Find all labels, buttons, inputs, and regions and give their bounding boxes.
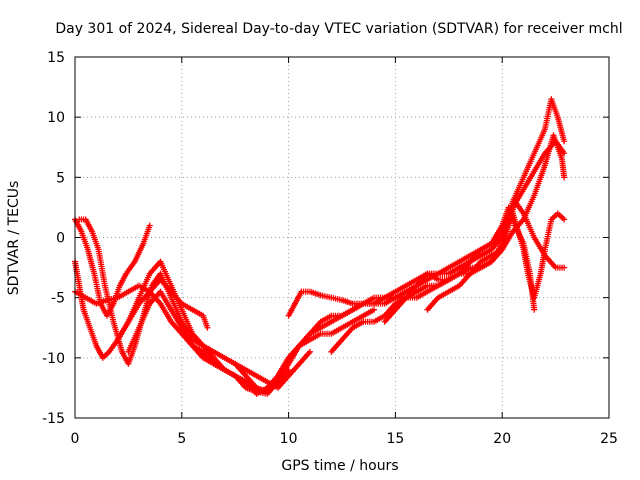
data-point — [561, 216, 568, 223]
axis-ticks: 0 5 10 15 20 25 -15 -10 -5 0 5 10 15 — [42, 50, 618, 447]
y-tick-label: 10 — [47, 110, 65, 126]
data-point — [146, 222, 153, 229]
series-arc-11 — [424, 132, 568, 313]
y-tick-label: -15 — [42, 411, 65, 427]
series-arc-7 — [232, 138, 568, 395]
x-tick-label: 10 — [280, 431, 298, 447]
y-tick-label: 0 — [56, 231, 65, 247]
y-axis-label: SDTVAR / TECUs — [6, 181, 22, 296]
chart-title: Day 301 of 2024, Sidereal Day-to-day VTE… — [55, 21, 622, 37]
y-tick-label: 15 — [47, 50, 65, 66]
data-point — [561, 138, 568, 145]
data-point — [531, 306, 538, 313]
x-axis-label: GPS time / hours — [281, 458, 398, 474]
plot-frame — [74, 56, 610, 419]
data-point — [204, 324, 211, 331]
data-point — [371, 306, 378, 313]
grid — [75, 57, 609, 418]
series-arc-10 — [381, 204, 538, 325]
data-point — [306, 348, 313, 355]
series-arc-4 — [76, 216, 313, 391]
y-tick-label: -5 — [51, 291, 65, 307]
y-tick-label: 5 — [56, 170, 65, 186]
x-tick-label: 0 — [71, 431, 80, 447]
x-tick-label: 15 — [386, 431, 404, 447]
data-points — [72, 96, 568, 397]
data-point — [561, 174, 568, 181]
x-tick-label: 5 — [177, 431, 186, 447]
data-point — [561, 264, 568, 271]
x-tick-label: 20 — [493, 431, 511, 447]
y-tick-label: -10 — [42, 351, 65, 367]
x-tick-label: 25 — [600, 431, 618, 447]
